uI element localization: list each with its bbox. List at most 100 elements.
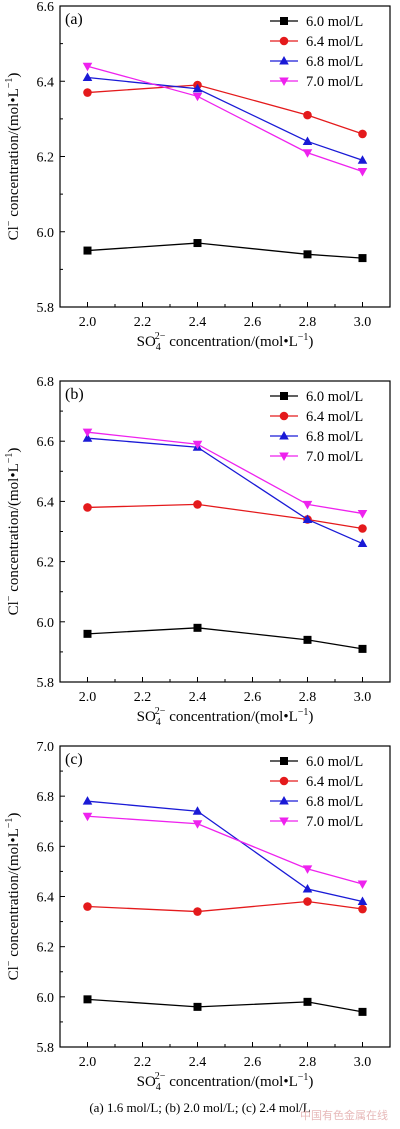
- x-tick-label: 2.6: [244, 1055, 262, 1070]
- legend-entry: 6.8 mol/L: [306, 54, 363, 70]
- legend-marker: [280, 17, 288, 25]
- data-point: [82, 433, 93, 442]
- x-tick-label: 2.0: [79, 315, 97, 330]
- y-tick-label: 6.8: [37, 375, 55, 390]
- data-point: [192, 83, 203, 93]
- x-tick-label: 3.0: [354, 315, 372, 330]
- series-2: [83, 897, 367, 916]
- y-axis-label: Cl− concentration/(mol•L−1): [4, 448, 22, 616]
- data-point: [303, 897, 312, 906]
- data-point: [82, 72, 93, 81]
- data-point: [302, 149, 313, 158]
- x-tick-label: 2.6: [244, 315, 262, 330]
- legend-marker: [280, 757, 288, 765]
- series-line: [87, 800, 363, 903]
- legend-entry: 6.4 mol/L: [306, 34, 363, 50]
- data-point: [358, 129, 367, 139]
- data-point: [357, 509, 368, 519]
- panel-label: (b): [65, 386, 84, 403]
- x-tick-label: 2.2: [134, 690, 152, 705]
- y-tick-label: 6.6: [37, 0, 55, 15]
- x-tick-label: 2.8: [299, 690, 317, 705]
- x-tick-label: 2.4: [189, 690, 207, 705]
- y-tick-label: 6.0: [37, 616, 55, 631]
- y-tick-label: 6.4: [37, 891, 55, 906]
- series-2: [83, 500, 367, 533]
- x-axis-label: SO42− concentration/(mol•L−1): [137, 1071, 314, 1093]
- series-line: [87, 242, 363, 259]
- x-tick-label: 2.0: [79, 1055, 97, 1070]
- series-3: [82, 433, 368, 548]
- y-tick-label: 5.8: [37, 676, 55, 691]
- data-point: [193, 907, 202, 916]
- data-point: [82, 812, 93, 822]
- legend-marker: [280, 392, 288, 400]
- legend-entry: 6.8 mol/L: [306, 429, 363, 445]
- x-tick-label: 2.2: [134, 1055, 152, 1070]
- series-line: [87, 65, 363, 173]
- legend-entry: 6.0 mol/L: [306, 389, 363, 405]
- legend-marker: [279, 411, 289, 421]
- x-tick-label: 2.8: [299, 315, 317, 330]
- data-point: [83, 995, 92, 1004]
- data-point: [302, 865, 313, 874]
- data-point: [358, 524, 367, 533]
- plot-frame: [59, 5, 391, 308]
- data-point: [82, 428, 93, 438]
- y-tick-label: 6.0: [37, 991, 55, 1006]
- series-line: [87, 431, 363, 515]
- y-tick-label: 5.8: [37, 1041, 55, 1056]
- series-4: [82, 428, 368, 519]
- x-tick-label: 2.4: [189, 315, 207, 330]
- series-line: [87, 900, 363, 913]
- x-tick-label: 2.0: [79, 690, 97, 705]
- y-tick-label: 6.6: [37, 435, 55, 450]
- plot-frame: [59, 380, 391, 683]
- panel-label: (c): [65, 751, 83, 768]
- legend-entry: 7.0 mol/L: [306, 74, 363, 90]
- data-point: [303, 250, 312, 259]
- data-point: [358, 644, 367, 653]
- chart-panel-1: 2.0 2.2 2.4 2.6 2.8 3.0 5.8 6.0 6.2 6.4 6.6 (a) SO42…: [4, 0, 391, 353]
- data-point: [193, 1002, 202, 1011]
- data-point: [83, 88, 92, 97]
- data-point: [358, 1007, 367, 1016]
- x-tick-label: 2.6: [244, 690, 262, 705]
- data-point: [193, 500, 202, 509]
- data-point: [82, 62, 93, 72]
- data-point: [302, 883, 313, 893]
- series-line: [87, 76, 363, 161]
- data-point: [82, 796, 93, 805]
- data-point: [302, 136, 313, 145]
- y-tick-label: 6.4: [37, 495, 55, 510]
- y-tick-label: 7.0: [37, 740, 55, 755]
- series-1: [83, 995, 367, 1016]
- legend-entry: 6.0 mol/L: [306, 754, 363, 770]
- legend-marker: [279, 817, 289, 826]
- legend: 6.0 mol/L 6.4 mol/L 6.8 mol/L 7.0 mol/L: [270, 14, 363, 90]
- data-point: [83, 629, 92, 638]
- legend: 6.0 mol/L 6.4 mol/L 6.8 mol/L 7.0 mol/L: [270, 389, 363, 465]
- data-point: [357, 538, 368, 548]
- y-tick-label: 6.2: [37, 941, 55, 956]
- data-point: [192, 820, 203, 829]
- data-point: [83, 902, 92, 911]
- panel-label: (a): [65, 11, 83, 28]
- data-point: [303, 110, 312, 120]
- series-1: [83, 239, 367, 263]
- y-tick-label: 6.2: [37, 556, 55, 571]
- data-point: [192, 440, 203, 450]
- legend-entry: 7.0 mol/L: [306, 449, 363, 465]
- data-point: [358, 254, 367, 263]
- legend-marker: [279, 36, 289, 46]
- data-point: [303, 997, 312, 1006]
- data-point: [302, 514, 313, 523]
- y-tick-label: 5.8: [37, 301, 55, 316]
- legend-entry: 7.0 mol/L: [306, 814, 363, 830]
- y-tick-label: 6.2: [37, 151, 55, 166]
- data-point: [358, 904, 367, 914]
- series-3: [82, 796, 368, 906]
- series-1: [83, 623, 367, 653]
- data-point: [193, 623, 202, 632]
